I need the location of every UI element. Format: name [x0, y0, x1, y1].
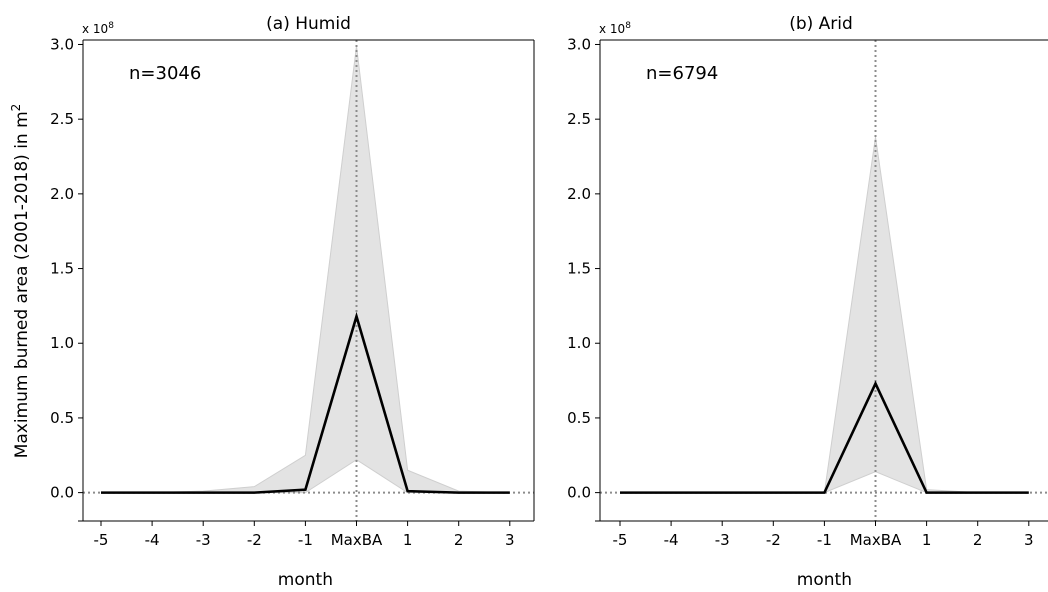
x-tick-label: 1 [403, 531, 413, 549]
x-tick-label: -5 [94, 531, 109, 549]
y-tick-label: 0.5 [50, 409, 74, 427]
scale-factor-base: x 10 [82, 22, 108, 36]
x-tick-label: -1 [817, 531, 832, 549]
y-tick-label: 2.0 [50, 185, 74, 203]
sample-size-label: n=6794 [646, 63, 718, 84]
panel-title: (b) Arid [789, 14, 853, 34]
x-axis-label: month [278, 570, 333, 590]
x-tick-label: -4 [145, 531, 160, 549]
y-tick-label: 0.0 [50, 484, 74, 502]
scale-factor-exponent: 8 [108, 21, 114, 31]
y-tick-label: 2.0 [567, 185, 591, 203]
scale-factor-exponent: 8 [625, 21, 631, 31]
x-tick-label: MaxBA [331, 531, 383, 549]
y-tick-label: 1.0 [50, 334, 74, 352]
panel-humid: 0.0 0.5 1.0 1.5 2.0 2.5 3.0 -5 -4 -3 -2 -1 MaxBA 1 2 3 (… [50, 14, 535, 590]
y-tick-label: 2.5 [567, 110, 591, 128]
x-tick-label: -1 [298, 531, 313, 549]
scale-factor-base: x 10 [599, 22, 625, 36]
x-tick-label: 3 [505, 531, 515, 549]
x-tick-label: -3 [196, 531, 211, 549]
x-tick-label: 2 [454, 531, 464, 549]
range-band [101, 45, 510, 494]
x-tick-label: -4 [664, 531, 679, 549]
y-tick-label: 0.0 [567, 484, 591, 502]
series-line [620, 380, 1029, 494]
x-axis-label: month [797, 570, 852, 590]
y-tick-label: 1.5 [50, 260, 74, 278]
range-band [620, 137, 1029, 494]
x-tick-label: MaxBA [850, 531, 902, 549]
y-tick-label: 3.0 [50, 35, 74, 53]
panel-title: (a) Humid [266, 14, 351, 34]
panel-arid: 0.0 0.5 1.0 1.5 2.0 2.5 3.0 -5 -4 -3 -2 -1 MaxBA 1 2 3 (… [567, 14, 1048, 590]
y-tick-label: 2.5 [50, 110, 74, 128]
x-tick-label: -2 [247, 531, 262, 549]
x-tick-label: 2 [973, 531, 983, 549]
y-tick-label: 0.5 [567, 409, 591, 427]
x-tick-label: -5 [613, 531, 628, 549]
x-tick-label: 1 [922, 531, 932, 549]
x-tick-label: 3 [1024, 531, 1034, 549]
sample-size-label: n=3046 [129, 63, 201, 84]
y-tick-label: 1.5 [567, 260, 591, 278]
y-axis-label-superscript: 2 [9, 104, 23, 112]
y-axis-label: Maximum burned area (2001-2018) in m2 [9, 104, 32, 459]
x-tick-label: -3 [715, 531, 730, 549]
scale-factor-label: x 108 [599, 21, 631, 36]
y-tick-label: 1.0 [567, 334, 591, 352]
y-axis-label-text: Maximum burned area (2001-2018) in m [12, 111, 32, 458]
x-tick-label: -2 [766, 531, 781, 549]
scale-factor-label: x 108 [82, 21, 114, 36]
y-tick-label: 3.0 [567, 35, 591, 53]
